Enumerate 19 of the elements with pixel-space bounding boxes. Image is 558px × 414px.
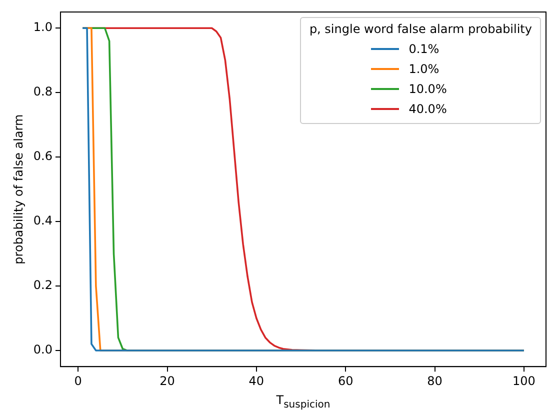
y-tick-label: 0.8 [33, 84, 52, 99]
legend-title: p, single word false alarm probability [309, 22, 532, 36]
legend-label: 1.0% [408, 62, 440, 76]
y-tick-label: 0.2 [33, 278, 52, 292]
y-tick-label: 0.4 [33, 214, 52, 228]
x-tick-label: 0 [74, 374, 82, 388]
x-axis-title: T$_{suspicion}$ [276, 392, 330, 410]
x-tick-label: 60 [338, 374, 354, 388]
y-tick-label: 0.6 [33, 149, 52, 164]
x-tick-label: 100 [512, 374, 536, 388]
y-tick-label: 1.0 [33, 20, 52, 34]
y-tick-label: 0.0 [33, 342, 52, 357]
legend-label: 0.1% [408, 42, 440, 56]
y-axis-title: probability of false alarm [11, 114, 26, 264]
x-tick-label: 20 [160, 374, 175, 388]
x-tick-label: 40 [248, 374, 264, 388]
x-tick-label: 80 [427, 374, 442, 388]
legend-label: 40.0% [408, 102, 447, 116]
legend-label: 10.0% [408, 82, 447, 96]
